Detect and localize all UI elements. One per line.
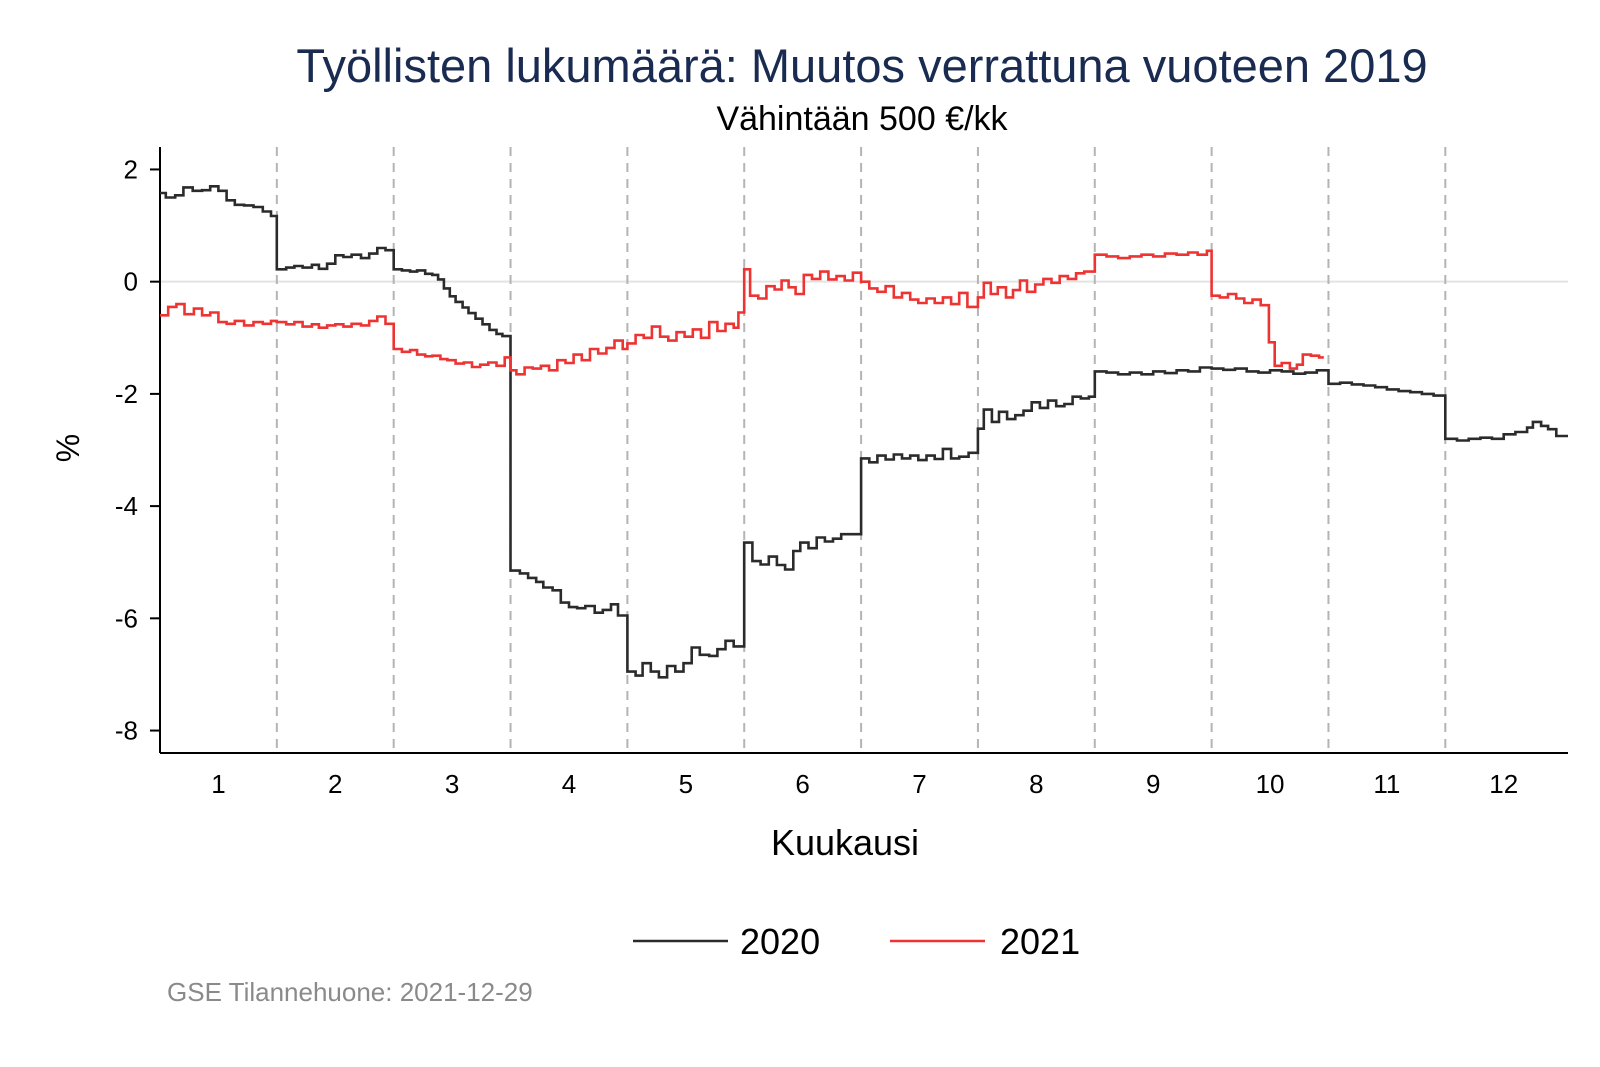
legend: 2020 2021 bbox=[633, 921, 1080, 962]
x-tick-label: 8 bbox=[1029, 769, 1043, 799]
axes-layer: 20-2-4-6-81 2 3 4 5 6 7 8 9 10 11 12 bbox=[115, 147, 1568, 799]
x-tick-label: 5 bbox=[679, 769, 693, 799]
y-tick-label: -2 bbox=[115, 379, 138, 409]
x-tick-label: 4 bbox=[562, 769, 576, 799]
x-tick-label: 12 bbox=[1489, 769, 1518, 799]
x-tick-label: 1 bbox=[211, 769, 225, 799]
series-layer bbox=[160, 185, 1568, 679]
x-tick-label: 2 bbox=[328, 769, 342, 799]
x-tick-label: 10 bbox=[1256, 769, 1285, 799]
series-line-2020 bbox=[160, 185, 1568, 679]
x-tick-label: 6 bbox=[795, 769, 809, 799]
y-tick-label: 2 bbox=[124, 154, 138, 184]
chart-title: Työllisten lukumäärä: Muutos verrattuna … bbox=[296, 39, 1427, 92]
x-axis-label: Kuukausi bbox=[771, 822, 919, 863]
series-line-2021 bbox=[160, 249, 1324, 376]
y-tick-label: -6 bbox=[115, 603, 138, 633]
y-tick-label: -8 bbox=[115, 716, 138, 746]
x-tick-label: 3 bbox=[445, 769, 459, 799]
legend-label-2020: 2020 bbox=[740, 921, 820, 962]
y-axis-label: % bbox=[50, 434, 86, 462]
x-tick-label: 11 bbox=[1373, 769, 1400, 799]
y-tick-label: 0 bbox=[124, 267, 138, 297]
source-note: GSE Tilannehuone: 2021-12-29 bbox=[167, 977, 533, 1007]
x-tick-label: 9 bbox=[1146, 769, 1160, 799]
x-tick-label: 7 bbox=[912, 769, 926, 799]
y-tick-label: -4 bbox=[115, 491, 138, 521]
legend-label-2021: 2021 bbox=[1000, 921, 1080, 962]
chart-subtitle: Vähintään 500 €/kk bbox=[716, 100, 1008, 138]
